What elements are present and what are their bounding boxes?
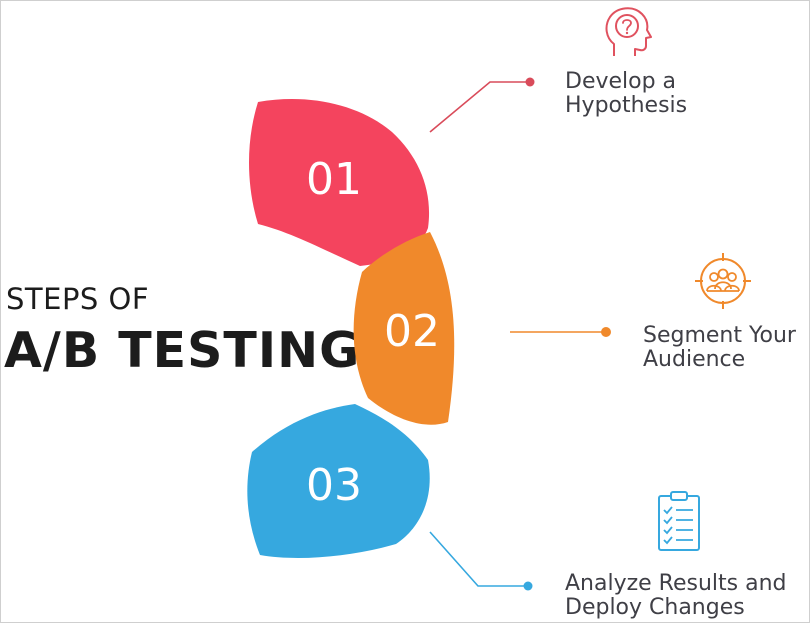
step-1-segment [249, 99, 430, 266]
title-line-1: STEPS OF [6, 282, 150, 316]
step-2-label: Segment Your Audience [643, 324, 796, 372]
step-3-label-line-2: Deploy Changes [565, 595, 745, 620]
step-2-dot [601, 327, 611, 337]
head-question-icon [605, 7, 652, 56]
step-3-dot [523, 581, 533, 591]
step-1-dot [525, 77, 535, 87]
audience-target-icon [695, 253, 751, 309]
step-1-number: 01 [306, 154, 362, 205]
clipboard-checklist-icon [658, 491, 700, 551]
step-1-label-line-1: Develop a [565, 69, 677, 94]
step-3-segment [247, 404, 430, 558]
step-2-label-line-1: Segment Your [643, 323, 796, 348]
step-3-label-line-1: Analyze Results and [565, 571, 787, 596]
step-3-connector [429, 531, 526, 587]
step-2-number: 02 [384, 306, 440, 357]
step-1-connector [429, 81, 528, 133]
step-2-label-line-2: Audience [643, 347, 746, 372]
step-1-label: Develop a Hypothesis [565, 70, 687, 118]
title-line-2: A/B TESTING [4, 322, 361, 379]
step-3-number: 03 [306, 460, 362, 511]
step-1-label-line-2: Hypothesis [565, 93, 688, 118]
step-2-segment [353, 232, 455, 425]
step-3-label: Analyze Results and Deploy Changes [565, 572, 787, 620]
